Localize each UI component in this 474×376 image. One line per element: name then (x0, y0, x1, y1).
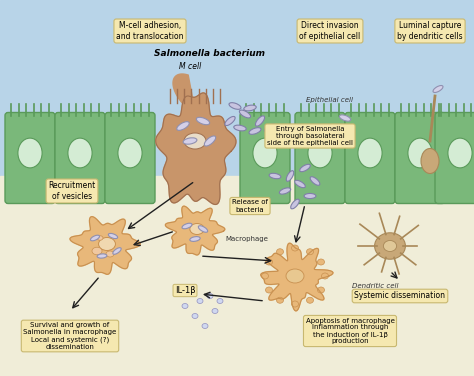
FancyBboxPatch shape (435, 112, 474, 203)
Text: Systemic dissemination: Systemic dissemination (355, 291, 446, 300)
Ellipse shape (264, 124, 275, 132)
FancyBboxPatch shape (345, 112, 395, 203)
Ellipse shape (265, 287, 273, 293)
Ellipse shape (192, 314, 198, 318)
Ellipse shape (339, 115, 351, 121)
Text: Apoptosis of macrophage
Inflammation through
the induction of IL-1β
production: Apoptosis of macrophage Inflammation thr… (306, 317, 394, 344)
Ellipse shape (383, 241, 397, 252)
Ellipse shape (249, 128, 261, 134)
Text: Dendritic cell: Dendritic cell (352, 283, 398, 289)
Ellipse shape (279, 188, 291, 194)
Ellipse shape (308, 138, 332, 168)
Polygon shape (173, 74, 213, 118)
Text: Release of
bacteria: Release of bacteria (232, 200, 268, 212)
FancyBboxPatch shape (5, 112, 55, 203)
Polygon shape (70, 217, 140, 274)
FancyBboxPatch shape (395, 112, 445, 203)
Text: Survival and growth of
Salmonella in macrophage
Local and systemic (?)
dissemina: Survival and growth of Salmonella in mac… (23, 322, 117, 350)
Ellipse shape (291, 199, 299, 209)
Text: Luminal capture
by dendritic cells: Luminal capture by dendritic cells (397, 21, 463, 41)
Ellipse shape (286, 269, 304, 283)
FancyBboxPatch shape (105, 112, 155, 203)
Text: Recruitment
of vesicles: Recruitment of vesicles (48, 181, 96, 201)
Bar (0, 176, 474, 376)
Polygon shape (155, 93, 236, 205)
Ellipse shape (265, 259, 273, 265)
Ellipse shape (196, 117, 210, 125)
Ellipse shape (276, 249, 283, 255)
Ellipse shape (97, 254, 107, 258)
Text: Macrophage: Macrophage (225, 236, 268, 242)
Ellipse shape (286, 171, 294, 181)
Text: Direct invasion
of epithelial cell: Direct invasion of epithelial cell (300, 21, 361, 41)
Ellipse shape (310, 177, 320, 185)
Ellipse shape (183, 138, 197, 144)
FancyBboxPatch shape (295, 112, 345, 203)
Ellipse shape (18, 138, 42, 168)
Ellipse shape (212, 308, 218, 314)
Ellipse shape (217, 299, 223, 303)
Ellipse shape (304, 193, 316, 199)
Ellipse shape (269, 173, 281, 179)
Ellipse shape (374, 233, 405, 259)
Ellipse shape (244, 105, 256, 111)
Ellipse shape (358, 138, 382, 168)
Ellipse shape (182, 223, 192, 229)
Ellipse shape (118, 138, 142, 168)
Ellipse shape (91, 235, 100, 241)
Ellipse shape (177, 122, 189, 130)
Text: Epithelial cell: Epithelial cell (307, 97, 354, 103)
Ellipse shape (184, 133, 206, 149)
Ellipse shape (92, 247, 102, 255)
Ellipse shape (197, 299, 203, 303)
Ellipse shape (229, 103, 241, 109)
Ellipse shape (113, 248, 121, 254)
Ellipse shape (190, 223, 204, 235)
Ellipse shape (421, 149, 439, 173)
Ellipse shape (99, 238, 116, 250)
Ellipse shape (207, 294, 213, 299)
Ellipse shape (318, 259, 325, 265)
Ellipse shape (253, 138, 277, 168)
Ellipse shape (262, 273, 268, 279)
Ellipse shape (190, 237, 200, 241)
Ellipse shape (300, 164, 310, 172)
Ellipse shape (408, 138, 432, 168)
Ellipse shape (97, 236, 103, 240)
Ellipse shape (292, 301, 299, 307)
Ellipse shape (234, 125, 246, 131)
Ellipse shape (204, 136, 216, 146)
Bar (0, 0, 474, 176)
FancyBboxPatch shape (55, 112, 105, 203)
Ellipse shape (239, 110, 251, 118)
Polygon shape (261, 243, 333, 311)
Ellipse shape (321, 273, 328, 279)
Text: IL-1β: IL-1β (175, 286, 195, 295)
Ellipse shape (106, 251, 114, 257)
Ellipse shape (307, 249, 313, 255)
Ellipse shape (433, 85, 443, 92)
Ellipse shape (109, 233, 118, 239)
Ellipse shape (182, 303, 188, 308)
FancyBboxPatch shape (240, 112, 290, 203)
Text: Salmonella bacterium: Salmonella bacterium (155, 49, 265, 58)
Ellipse shape (292, 245, 299, 251)
Ellipse shape (295, 180, 305, 188)
Ellipse shape (318, 287, 325, 293)
Text: Entry of Salmonella
through basolateral
side of the epithelial cell: Entry of Salmonella through basolateral … (267, 126, 353, 146)
Ellipse shape (276, 297, 283, 303)
Polygon shape (165, 206, 225, 255)
Ellipse shape (202, 323, 208, 329)
Ellipse shape (255, 116, 264, 126)
Ellipse shape (448, 138, 472, 168)
Text: M cell: M cell (179, 62, 201, 71)
Text: M-cell adhesion,
and translocation: M-cell adhesion, and translocation (116, 21, 184, 41)
Ellipse shape (225, 117, 235, 126)
Ellipse shape (68, 138, 92, 168)
Ellipse shape (307, 297, 313, 303)
Ellipse shape (198, 226, 208, 232)
